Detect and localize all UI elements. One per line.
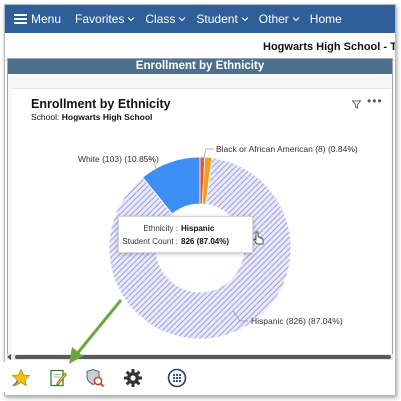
school-name: Hogwarts High School	[61, 112, 153, 122]
scroll-left-arrow-icon[interactable]	[7, 354, 11, 360]
scrollbar-thumb[interactable]	[15, 355, 391, 359]
security-search-icon[interactable]	[85, 368, 105, 388]
nav-home[interactable]: Home	[305, 5, 347, 33]
hispanic-data-label: Hispanic (826) (87.04%)	[251, 316, 343, 326]
horizontal-scrollbar[interactable]	[7, 354, 393, 360]
settings-gear-icon[interactable]	[123, 368, 143, 388]
tooltip-row-count: Student Count : 826 (87.04%)	[119, 237, 254, 249]
school-label: School:	[31, 112, 60, 122]
chevron-down-icon	[292, 17, 300, 22]
chevron-down-icon	[179, 17, 186, 22]
tooltip-key: Student Count :	[122, 237, 178, 246]
nav-student[interactable]: Student	[191, 5, 253, 33]
tooltip-value: 826 (87.04%)	[181, 237, 230, 246]
nav-home-label: Home	[309, 12, 342, 26]
nav-other[interactable]: Other	[254, 5, 305, 33]
chevron-down-icon	[128, 17, 135, 22]
chevron-down-icon	[241, 17, 249, 22]
school-title: Hogwarts High School - T	[263, 41, 396, 53]
chart-card-title: Enrollment by Ethnicity	[31, 97, 171, 111]
black-data-label: Black or African American (8) (0.84%)	[216, 144, 358, 154]
app-grid-icon[interactable]	[167, 368, 187, 388]
chart-card-school: School: Hogwarts High School	[31, 112, 152, 122]
tooltip-value: Hispanic	[181, 224, 215, 233]
edit-note-icon[interactable]	[48, 368, 68, 388]
nav-favorites-label: Favorites	[75, 12, 125, 26]
filter-icon[interactable]	[352, 100, 361, 109]
hamburger-icon	[14, 14, 27, 24]
chart-tooltip: Ethnicity : Hispanic Student Count : 826…	[118, 216, 253, 253]
nav-favorites[interactable]: Favorites	[70, 5, 140, 33]
school-header-bar: Hogwarts High School - T	[5, 33, 396, 61]
nav-student-label: Student	[196, 12, 238, 26]
nav-class[interactable]: Class	[140, 5, 191, 33]
favorites-star-icon[interactable]	[11, 368, 31, 388]
white-data-label: White (103) (10.85%)	[78, 154, 159, 164]
nav-menu-label: Menu	[31, 12, 62, 26]
tooltip-row-ethnicity: Ethnicity : Hispanic	[119, 224, 254, 236]
nav-menu-button[interactable]: Menu	[5, 5, 66, 33]
nav-class-label: Class	[145, 12, 176, 26]
tooltip-key: Ethnicity :	[143, 224, 178, 233]
panel-header: Enrollment by Ethnicity	[8, 59, 392, 74]
more-options-icon[interactable]: •••	[367, 94, 383, 108]
top-navbar: Menu Favorites Class Student Other Home	[5, 5, 395, 33]
bottom-toolbar	[0, 362, 392, 392]
nav-other-label: Other	[258, 12, 289, 26]
